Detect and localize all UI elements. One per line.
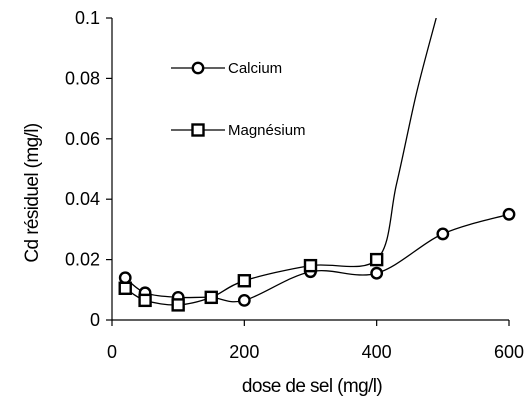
legend-label-calcium: Calcium — [228, 60, 282, 77]
x-tick-label: 200 — [229, 342, 259, 362]
magnsium-point — [204, 290, 218, 305]
y-tick-label: 0 — [90, 310, 100, 330]
calcium-point — [118, 271, 132, 285]
magnsium-point — [171, 298, 185, 312]
series-layer — [118, 18, 516, 312]
calcium-point — [370, 266, 384, 280]
calcium-point — [436, 227, 450, 241]
x-axis-label: dose de sel (mg/l) — [242, 376, 382, 397]
x-tick-label: 0 — [107, 342, 117, 362]
legend-marker-calcium — [191, 61, 205, 75]
y-tick-label: 0.02 — [65, 250, 100, 270]
y-tick-label: 0.1 — [75, 8, 100, 28]
magnsium-line — [124, 18, 437, 306]
legend-marker-magnsium — [191, 123, 205, 137]
magnsium-point — [138, 293, 152, 308]
axes: 0 0.02 0.04 0.06 0.08 0.1 0 200 400 600 — [65, 8, 524, 362]
magnsium-point — [237, 274, 252, 288]
magnsium-point — [118, 281, 132, 295]
x-tick-label: 400 — [362, 342, 392, 362]
magnsium-point — [303, 258, 318, 273]
calcium-line — [124, 213, 510, 303]
legend: Calcium Magnésium — [171, 60, 306, 139]
y-axis-label: Cd résiduel (mg/l) — [22, 123, 43, 262]
calcium-point — [237, 293, 251, 307]
calcium-point — [502, 207, 516, 221]
legend-label-magnsium: Magnésium — [228, 122, 306, 139]
y-tick-label: 0.08 — [65, 68, 100, 88]
y-tick-label: 0.06 — [65, 129, 100, 149]
x-tick-label: 600 — [494, 342, 524, 362]
magnsium-point — [369, 252, 384, 267]
y-tick-label: 0.04 — [65, 189, 100, 209]
